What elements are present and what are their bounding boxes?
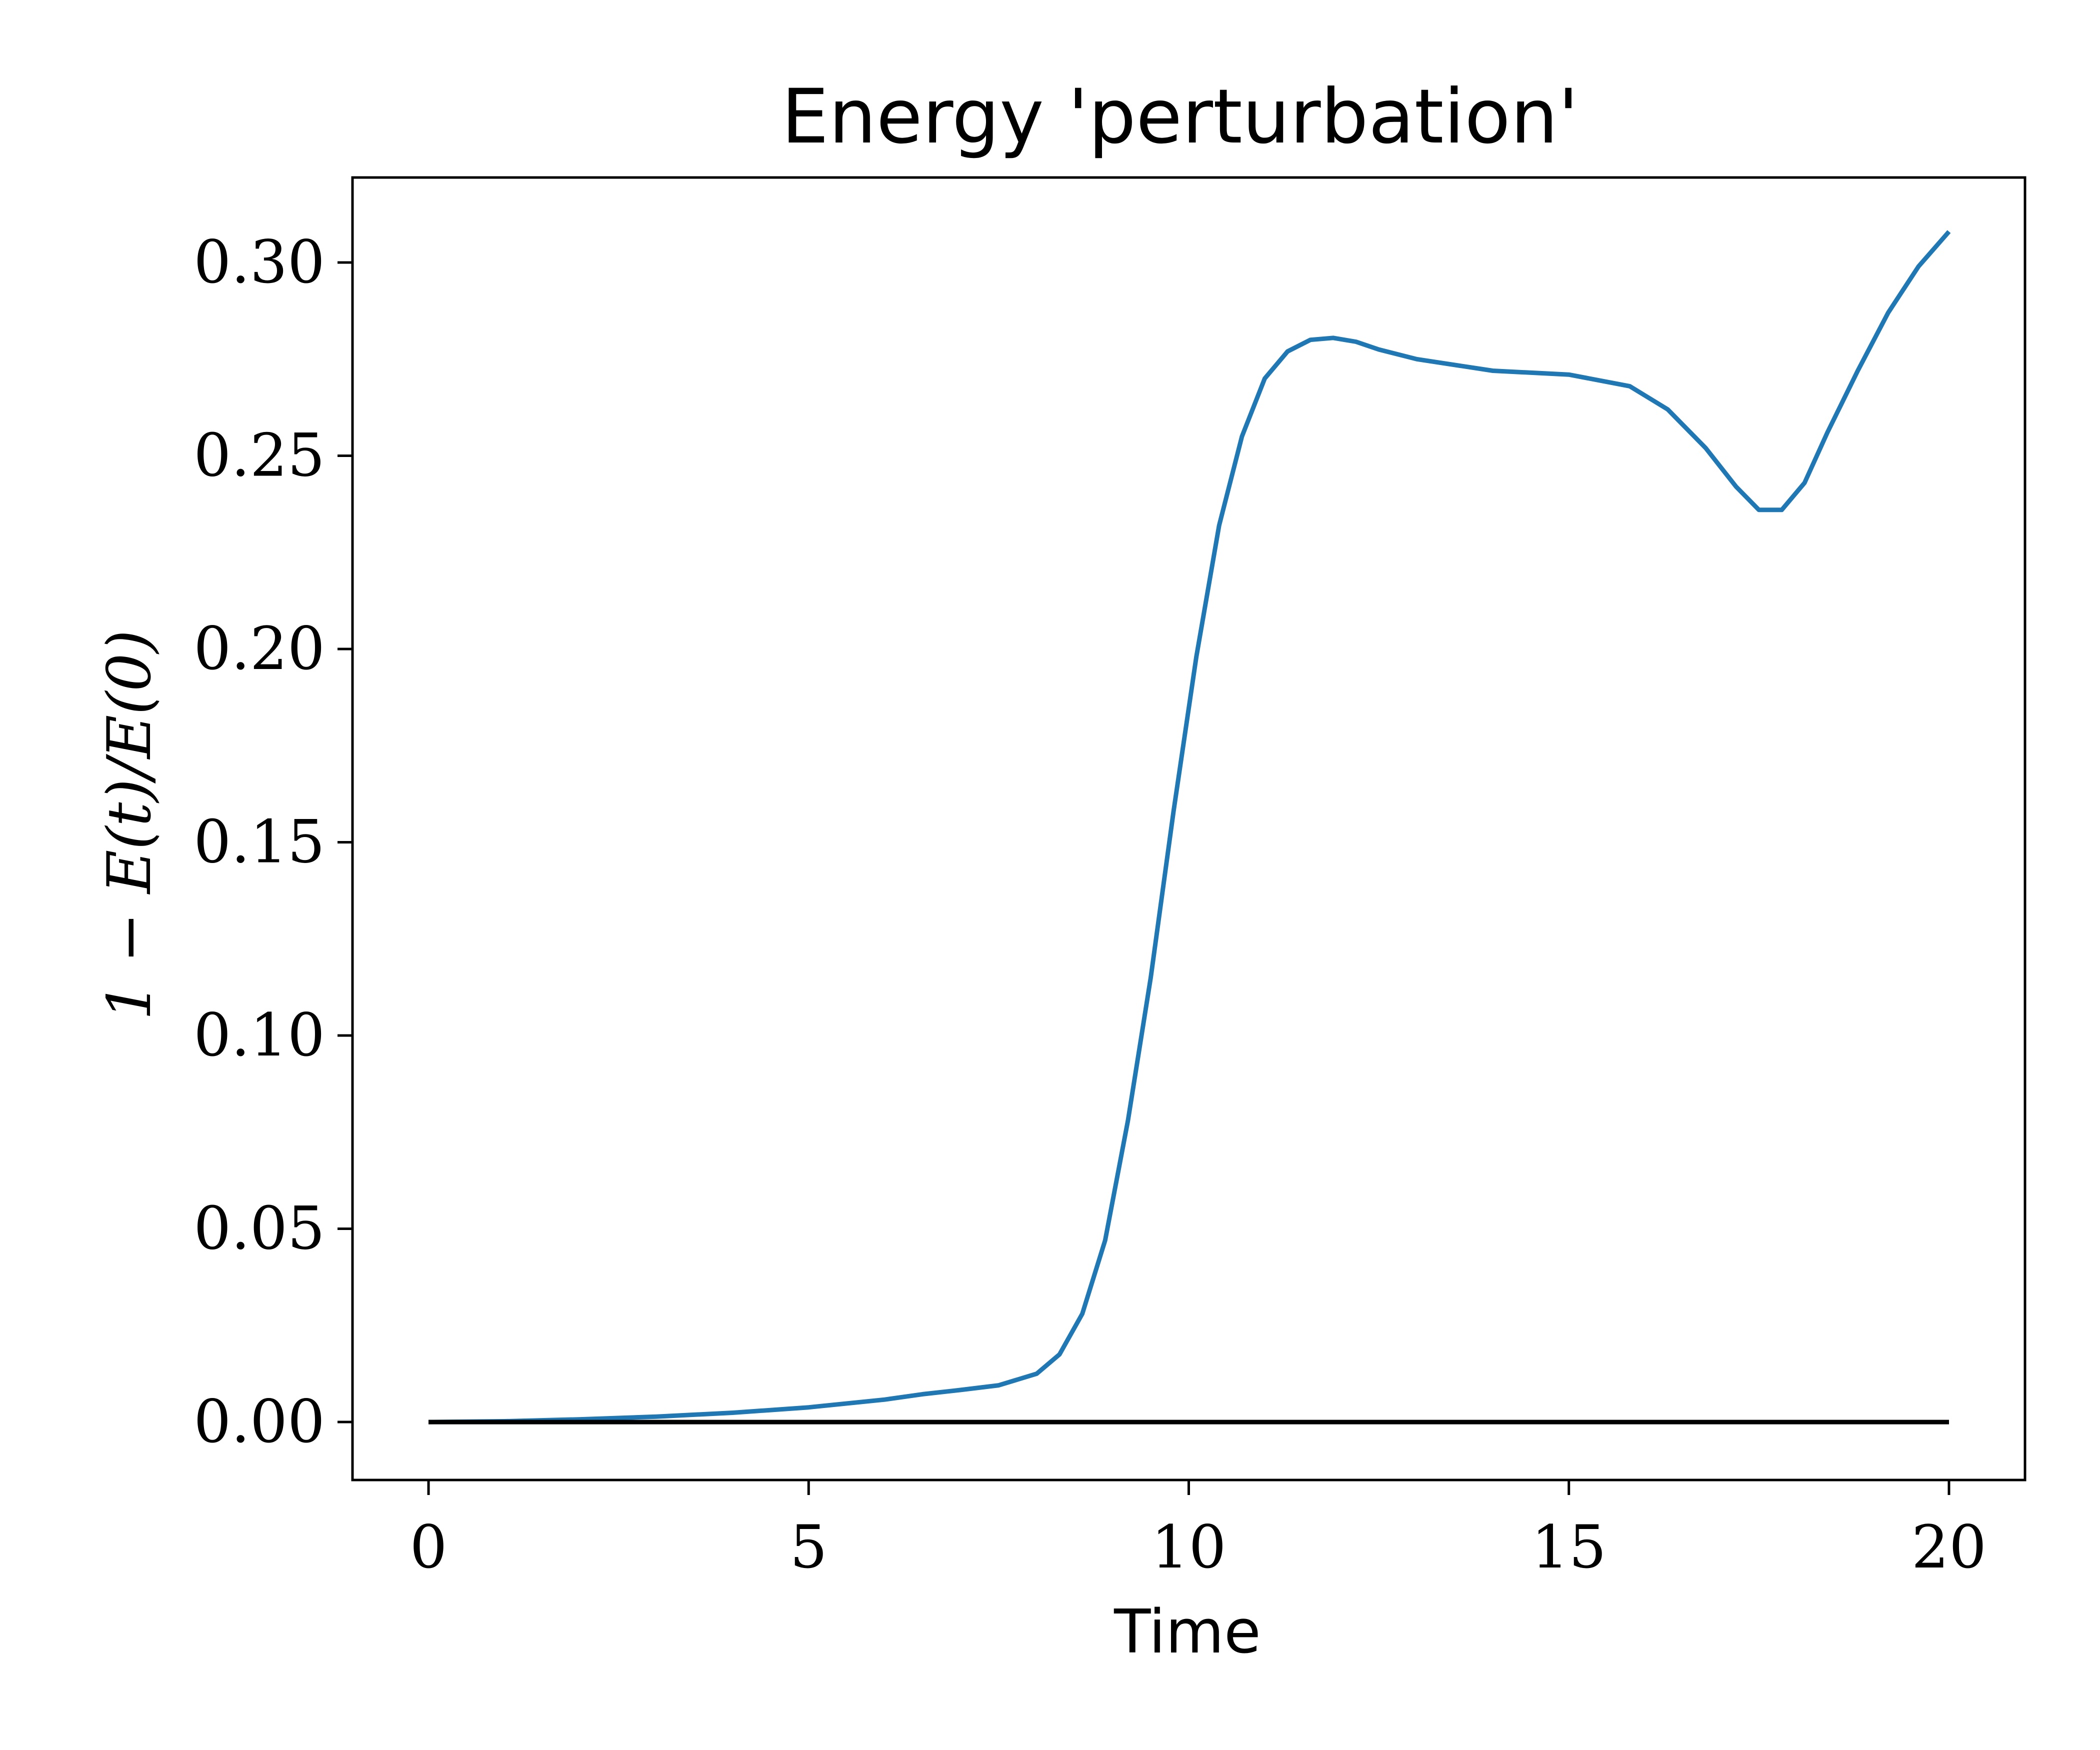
x-tick-label: 5 [790,1512,828,1582]
plot-area [428,230,1951,1424]
y-tick-label: 0.15 [194,808,325,876]
y-tick-label: 0.00 [194,1387,325,1456]
y-tick-label: 0.20 [194,614,325,683]
chart-title: Energy 'perturbation' [782,74,1578,160]
x-tick-label: 10 [1151,1512,1226,1582]
y-axis-label: 1 − E(t)/E(0) [95,630,164,1020]
x-tick-label: 15 [1532,1512,1606,1582]
series-line-energy [428,230,1951,1424]
y-tick-label: 0.10 [194,1000,325,1070]
y-tick-label: 0.25 [194,421,325,490]
x-tick-label: 0 [410,1512,448,1582]
x-axis: 0 5 10 15 20 [410,1480,1986,1582]
y-tick-label: 0.30 [194,228,325,296]
axes-frame [351,176,2026,1482]
y-tick-label: 0.05 [194,1194,325,1263]
x-axis-label: Time [1114,1598,1261,1667]
y-axis: 0.00 0.05 0.10 0.15 0.20 0.25 0.30 [194,228,352,1456]
x-tick-label: 20 [1912,1512,1986,1582]
